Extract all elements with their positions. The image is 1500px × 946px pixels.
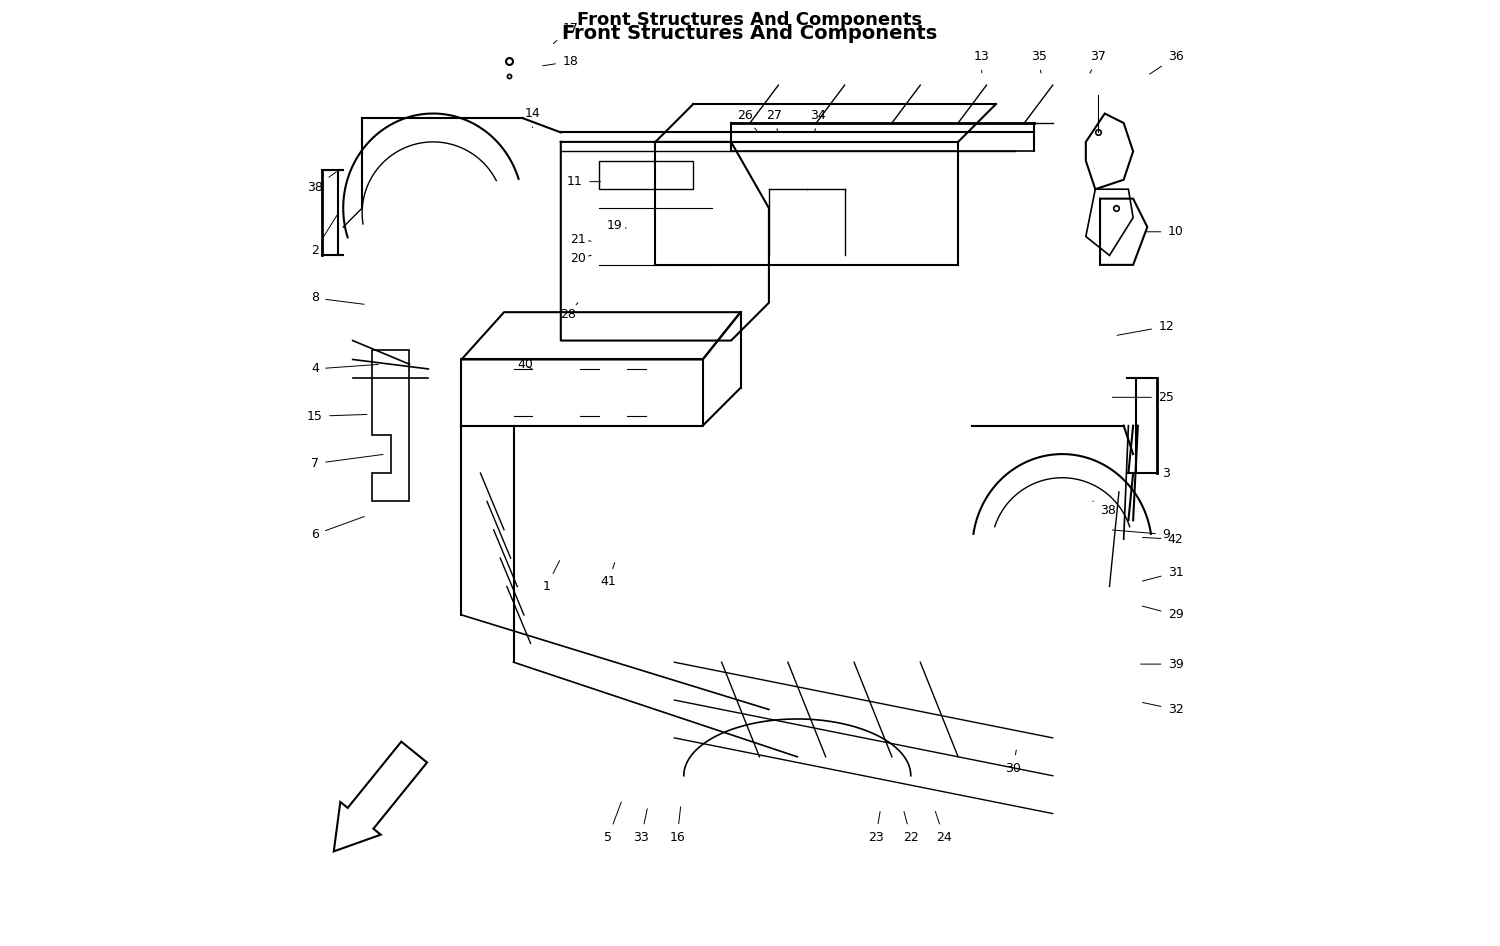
Text: 36: 36 (1149, 50, 1184, 74)
Text: 6: 6 (310, 517, 364, 541)
Text: 12: 12 (1118, 320, 1174, 335)
Text: Front Structures And Components: Front Structures And Components (578, 11, 922, 29)
Text: 39: 39 (1140, 657, 1184, 671)
Text: 7: 7 (310, 454, 382, 470)
Text: 33: 33 (633, 809, 650, 844)
Text: 38: 38 (308, 172, 336, 194)
Text: 23: 23 (868, 812, 883, 844)
Text: 40: 40 (518, 358, 532, 371)
Text: 4: 4 (310, 362, 378, 376)
Text: 38: 38 (1094, 501, 1116, 517)
Text: 8: 8 (310, 291, 364, 305)
Text: 5: 5 (604, 802, 621, 844)
Text: 27: 27 (765, 109, 782, 131)
Text: 9: 9 (1113, 528, 1170, 541)
Text: 29: 29 (1143, 606, 1184, 622)
Text: 34: 34 (810, 109, 826, 131)
Text: 26: 26 (738, 109, 758, 132)
Text: 25: 25 (1113, 391, 1174, 404)
Text: 2: 2 (310, 215, 338, 257)
Text: 21: 21 (570, 233, 591, 246)
Text: 35: 35 (1030, 50, 1047, 73)
Text: 15: 15 (308, 410, 368, 423)
FancyArrow shape (334, 742, 427, 851)
Text: 18: 18 (543, 55, 578, 68)
Text: 13: 13 (974, 50, 990, 73)
Text: 16: 16 (669, 807, 686, 844)
Text: 24: 24 (936, 812, 952, 844)
Text: 41: 41 (600, 563, 616, 588)
Text: 20: 20 (570, 252, 591, 265)
Text: 37: 37 (1090, 50, 1106, 73)
Text: 32: 32 (1143, 703, 1184, 716)
Text: 22: 22 (903, 812, 918, 844)
Text: 17: 17 (554, 22, 578, 44)
Text: 28: 28 (561, 303, 578, 321)
Text: 1: 1 (543, 561, 560, 593)
Text: 19: 19 (608, 219, 625, 232)
Text: 30: 30 (1005, 750, 1022, 775)
Text: Front Structures And Components: Front Structures And Components (562, 24, 938, 43)
Text: 31: 31 (1143, 566, 1184, 581)
Text: 14: 14 (525, 107, 540, 128)
Text: 42: 42 (1143, 533, 1184, 546)
Text: 3: 3 (1143, 466, 1170, 480)
Text: 11: 11 (567, 175, 600, 188)
Text: 10: 10 (1146, 225, 1184, 238)
